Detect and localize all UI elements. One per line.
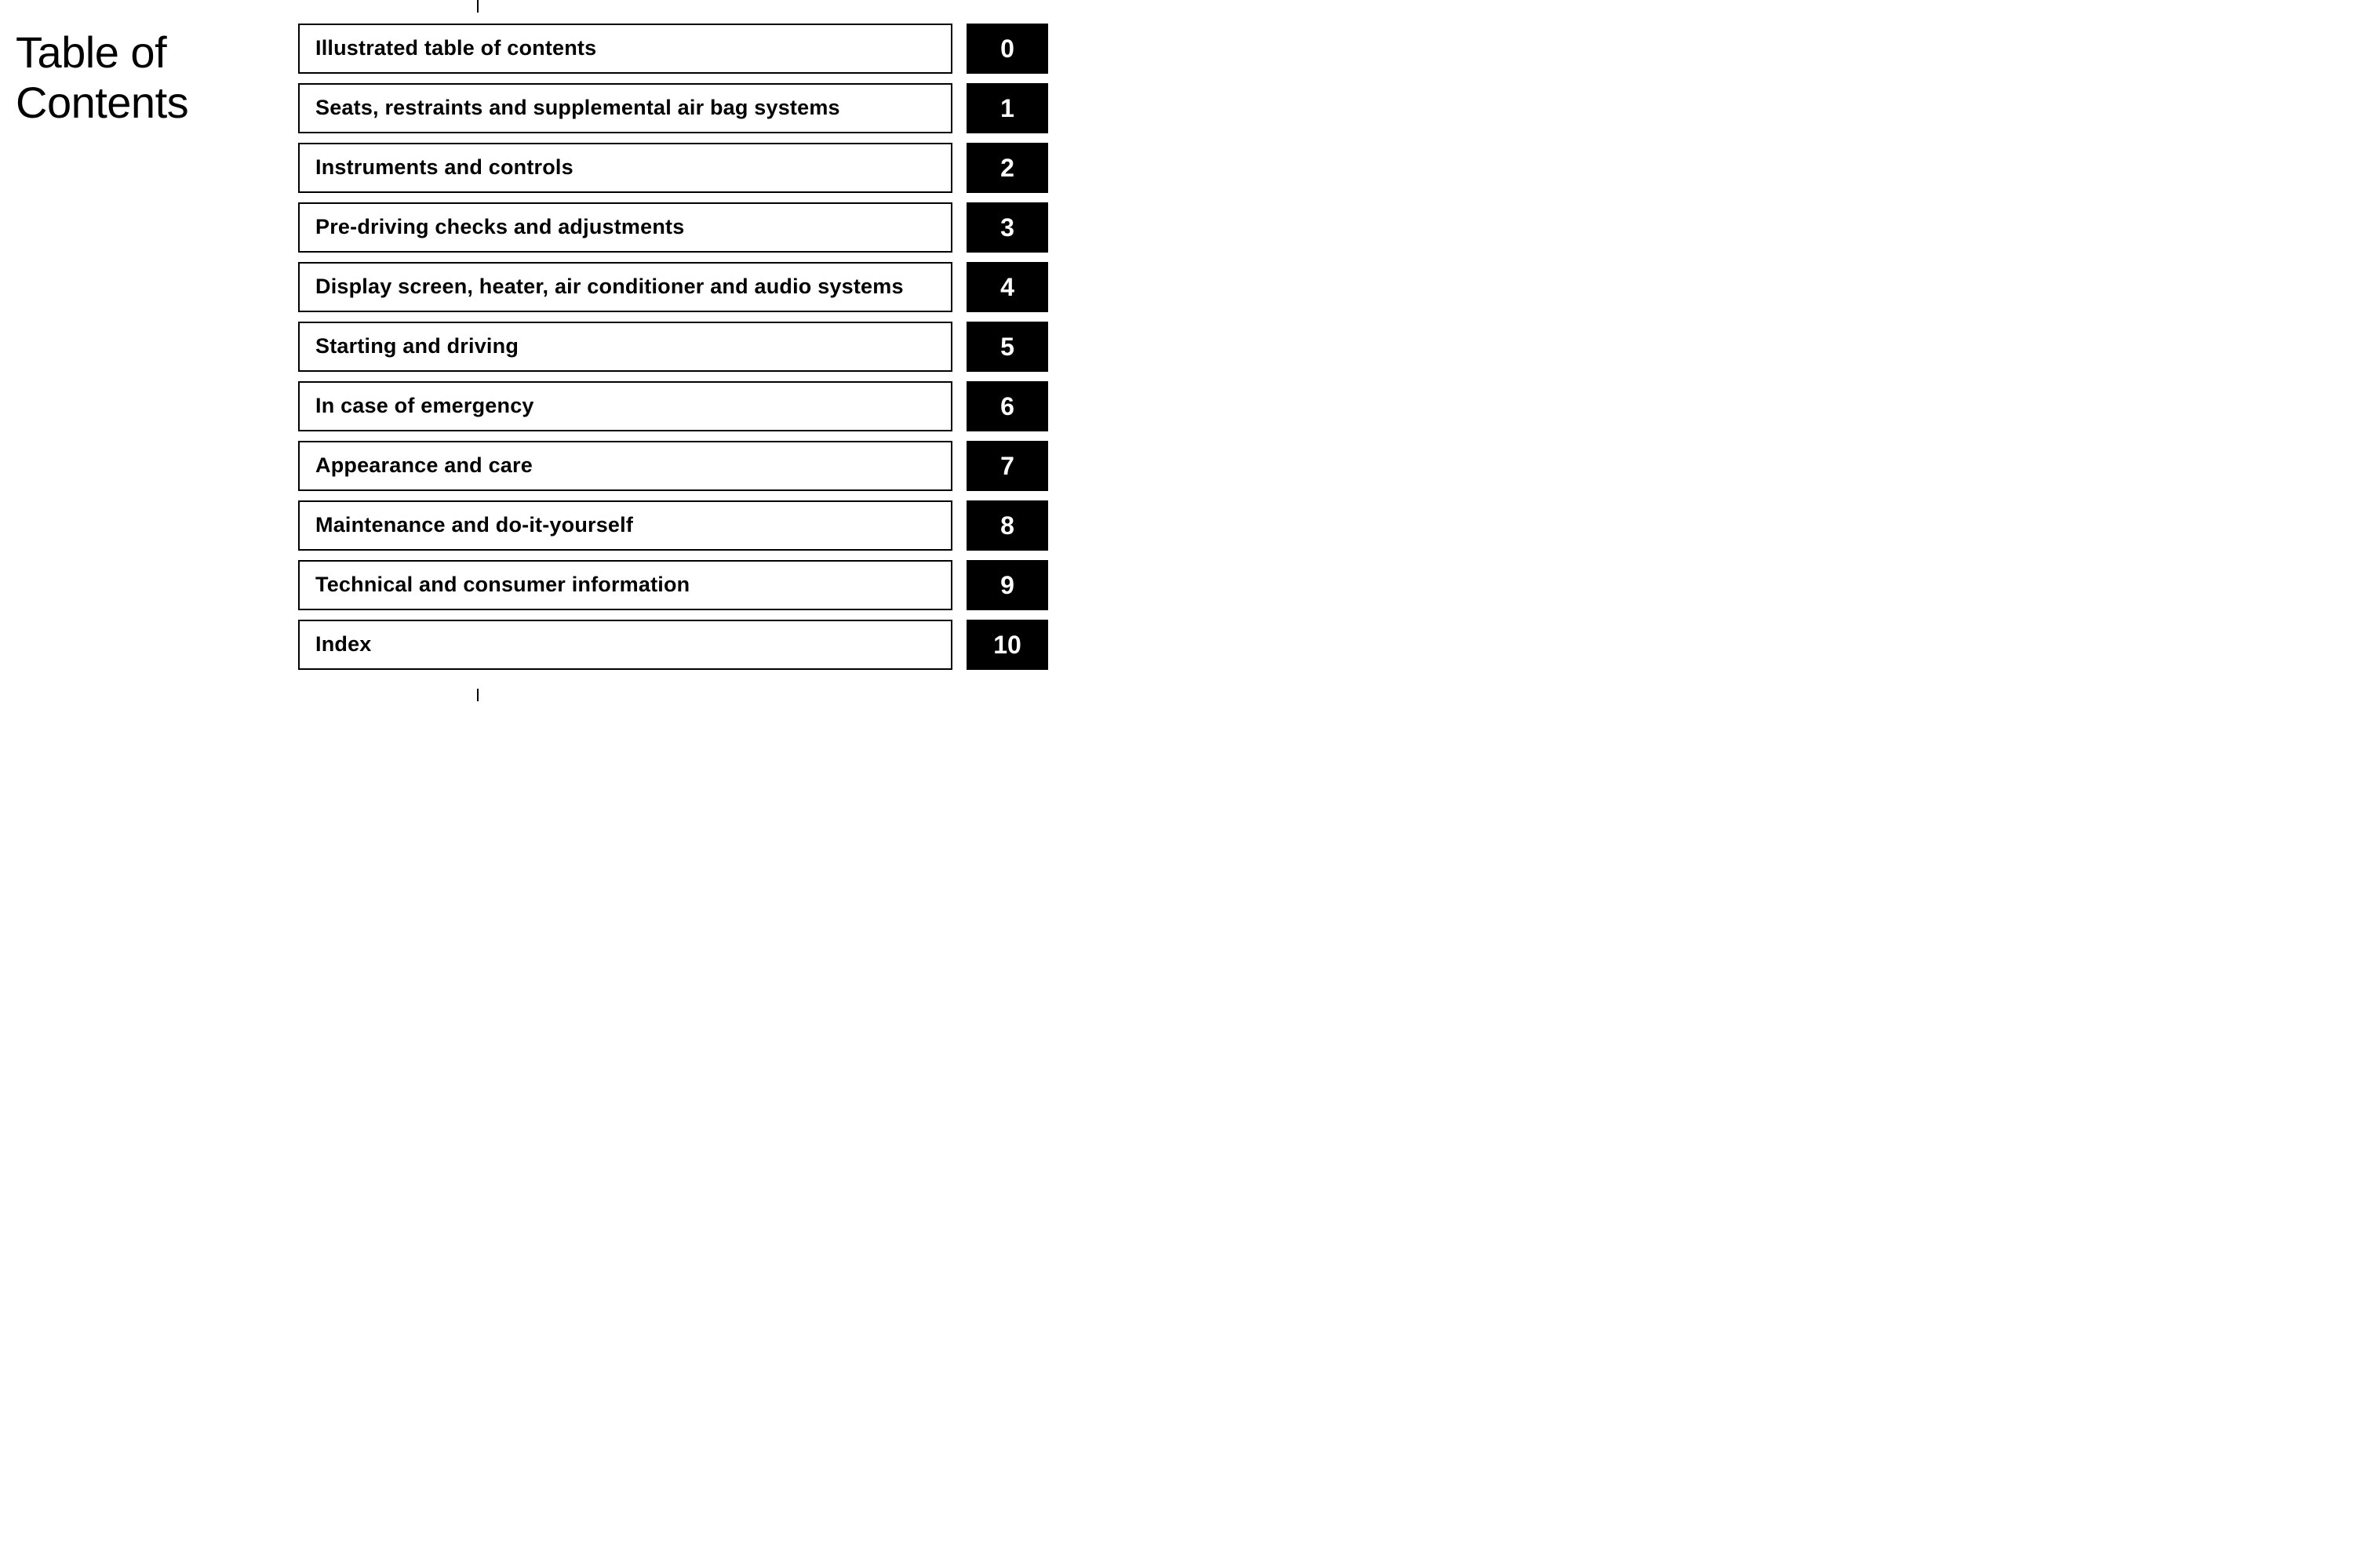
- toc-number-box: 6: [967, 381, 1048, 431]
- toc-item-label: Appearance and care: [315, 453, 533, 478]
- toc-item-box: Illustrated table of contents: [298, 24, 952, 74]
- crop-mark-top: [477, 0, 479, 13]
- toc-number-label: 6: [1000, 392, 1014, 421]
- toc-list: Illustrated table of contents 0 Seats, res…: [298, 24, 1048, 670]
- crop-mark-bottom: [477, 689, 479, 701]
- toc-number-label: 10: [993, 631, 1021, 660]
- toc-row: Display screen, heater, air conditioner …: [298, 262, 1048, 312]
- toc-number-label: 1: [1000, 94, 1014, 123]
- toc-number-label: 9: [1000, 571, 1014, 600]
- toc-item-box: Appearance and care: [298, 441, 952, 491]
- toc-item-box: In case of emergency: [298, 381, 952, 431]
- toc-item-box: Starting and driving: [298, 322, 952, 372]
- toc-number-box: 1: [967, 83, 1048, 133]
- toc-row: Index 10: [298, 620, 1048, 670]
- toc-item-label: Technical and consumer information: [315, 573, 690, 597]
- toc-number-label: 5: [1000, 333, 1014, 362]
- toc-item-label: In case of emergency: [315, 394, 534, 418]
- toc-item-label: Starting and driving: [315, 334, 519, 358]
- toc-item-box: Index: [298, 620, 952, 670]
- toc-item-label: Seats, restraints and supplemental air b…: [315, 96, 840, 120]
- toc-number-box: 5: [967, 322, 1048, 372]
- toc-number-label: 2: [1000, 154, 1014, 183]
- toc-number-label: 7: [1000, 452, 1014, 481]
- toc-number-label: 0: [1000, 35, 1014, 64]
- toc-number-box: 4: [967, 262, 1048, 312]
- title-line-1: Table of: [16, 27, 166, 77]
- toc-item-box: Display screen, heater, air conditioner …: [298, 262, 952, 312]
- toc-item-label: Instruments and controls: [315, 155, 573, 180]
- toc-row: Technical and consumer information 9: [298, 560, 1048, 610]
- toc-row: Illustrated table of contents 0: [298, 24, 1048, 74]
- toc-number-box: 7: [967, 441, 1048, 491]
- toc-item-box: Pre-driving checks and adjustments: [298, 202, 952, 253]
- toc-number-box: 8: [967, 500, 1048, 551]
- toc-item-box: Instruments and controls: [298, 143, 952, 193]
- toc-item-label: Maintenance and do-it-yourself: [315, 513, 633, 537]
- title-line-2: Contents: [16, 78, 188, 127]
- page-title: Table of Contents: [16, 27, 282, 129]
- toc-row: Instruments and controls 2: [298, 143, 1048, 193]
- toc-item-box: Technical and consumer information: [298, 560, 952, 610]
- toc-number-box: 9: [967, 560, 1048, 610]
- toc-number-box: 2: [967, 143, 1048, 193]
- toc-number-label: 3: [1000, 213, 1014, 242]
- toc-row: In case of emergency 6: [298, 381, 1048, 431]
- page-container: Table of Contents Illustrated table of c…: [16, 24, 1048, 670]
- toc-number-label: 4: [1000, 273, 1014, 302]
- toc-number-box: 0: [967, 24, 1048, 74]
- toc-item-label: Illustrated table of contents: [315, 36, 596, 60]
- toc-row: Appearance and care 7: [298, 441, 1048, 491]
- toc-item-box: Maintenance and do-it-yourself: [298, 500, 952, 551]
- toc-row: Pre-driving checks and adjustments 3: [298, 202, 1048, 253]
- toc-row: Seats, restraints and supplemental air b…: [298, 83, 1048, 133]
- title-column: Table of Contents: [16, 24, 282, 129]
- toc-number-box: 3: [967, 202, 1048, 253]
- toc-row: Starting and driving 5: [298, 322, 1048, 372]
- toc-row: Maintenance and do-it-yourself 8: [298, 500, 1048, 551]
- toc-item-label: Pre-driving checks and adjustments: [315, 215, 684, 239]
- toc-item-label: Index: [315, 632, 372, 657]
- toc-number-box: 10: [967, 620, 1048, 670]
- toc-number-label: 8: [1000, 511, 1014, 540]
- toc-item-label: Display screen, heater, air conditioner …: [315, 275, 904, 299]
- toc-item-box: Seats, restraints and supplemental air b…: [298, 83, 952, 133]
